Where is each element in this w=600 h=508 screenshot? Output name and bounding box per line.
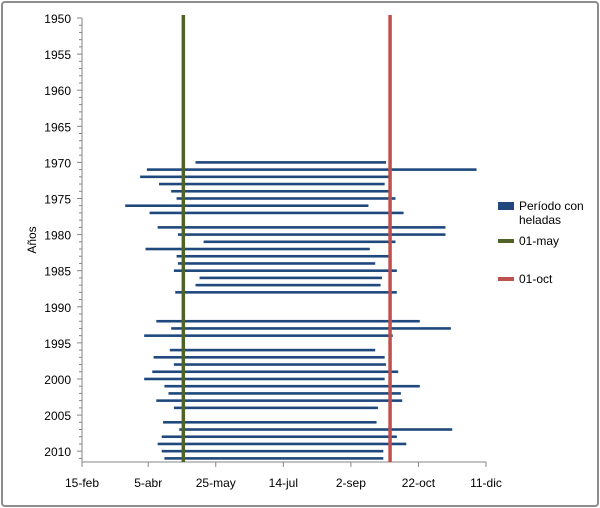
y-axis-title-group: Años bbox=[25, 226, 39, 253]
x-tick-label: 25-may bbox=[196, 476, 236, 490]
frost-bar bbox=[168, 392, 401, 395]
legend-swatch-01-may bbox=[498, 239, 514, 243]
y-tick-label: 1955 bbox=[44, 48, 71, 62]
frost-bar bbox=[171, 189, 392, 193]
frost-bar bbox=[177, 233, 446, 236]
frost-bar bbox=[153, 356, 385, 359]
frost-bar bbox=[156, 319, 420, 323]
x-tick-label: 5-abr bbox=[134, 476, 162, 490]
frost-bar bbox=[199, 276, 382, 280]
frost-bar bbox=[159, 182, 385, 186]
legend-label-01-oct: 01-oct bbox=[519, 272, 553, 286]
x-tick-label: 14-jul bbox=[269, 476, 298, 490]
frost-bar bbox=[173, 269, 397, 272]
frost-bar bbox=[156, 399, 403, 402]
frost-bar bbox=[173, 406, 378, 410]
frost-bar bbox=[164, 457, 384, 460]
frost-bar bbox=[176, 254, 389, 258]
frost-bar bbox=[157, 226, 446, 229]
y-tick-label: 1950 bbox=[44, 12, 71, 26]
y-tick-label: 1995 bbox=[44, 337, 71, 351]
frost-bar bbox=[163, 420, 377, 424]
frost-bar bbox=[161, 449, 384, 453]
legend-label-01-may: 01-may bbox=[519, 234, 559, 248]
legend-label-frost-period-line2: heladas bbox=[519, 213, 561, 227]
legend: Período con heladas 01-may 01-oct bbox=[498, 199, 584, 286]
y-tick-label: 1970 bbox=[44, 156, 71, 170]
frost-bars bbox=[125, 161, 477, 460]
y-tick-label: 2000 bbox=[44, 373, 71, 387]
y-tick-label: 1990 bbox=[44, 301, 71, 315]
y-tick-label: 1965 bbox=[44, 120, 71, 134]
frost-bar bbox=[140, 175, 391, 179]
frost-bar bbox=[176, 197, 396, 200]
frost-bar bbox=[152, 370, 399, 374]
frost-bar bbox=[173, 363, 387, 366]
y-tick-label: 1960 bbox=[44, 84, 71, 98]
y-axis-title: Años bbox=[25, 226, 39, 253]
frost-bar bbox=[146, 168, 477, 171]
frost-bar bbox=[203, 240, 396, 244]
frost-bar bbox=[145, 247, 370, 251]
x-tick-label: 22-oct bbox=[402, 476, 436, 490]
y-tick-label: 1985 bbox=[44, 265, 71, 279]
y-tick-label: 2005 bbox=[44, 409, 71, 423]
frost-bar bbox=[169, 348, 376, 352]
frost-bar bbox=[149, 211, 404, 215]
frost-bar bbox=[171, 327, 451, 330]
frost-bar bbox=[144, 377, 385, 381]
legend-swatch-01-oct bbox=[498, 277, 514, 281]
x-tick-label: 2-sep bbox=[336, 476, 366, 490]
frost-bar bbox=[177, 262, 376, 265]
frost-bar bbox=[175, 291, 397, 294]
frost-bar bbox=[195, 283, 381, 287]
x-tick-label: 15-feb bbox=[65, 476, 99, 490]
axes: 1950 1955 1960 1965 1970 1975 1980 1985 1990 1995… bbox=[44, 12, 502, 490]
frost-bar bbox=[125, 204, 369, 208]
y-tick-label: 2010 bbox=[44, 445, 71, 459]
y-tick-label: 1975 bbox=[44, 192, 71, 206]
legend-label-frost-period-line1: Período con bbox=[519, 199, 584, 213]
frost-bar bbox=[161, 435, 397, 439]
frost-bar bbox=[179, 428, 453, 431]
frost-bar bbox=[144, 334, 393, 337]
frost-bar bbox=[164, 384, 420, 388]
frost-bar bbox=[195, 161, 387, 164]
legend-swatch-frost-period bbox=[498, 202, 514, 210]
y-tick-label: 1980 bbox=[44, 229, 71, 243]
frost-bar bbox=[157, 442, 407, 446]
x-tick-label: 11-dic bbox=[470, 476, 502, 490]
reference-lines bbox=[181, 15, 392, 462]
